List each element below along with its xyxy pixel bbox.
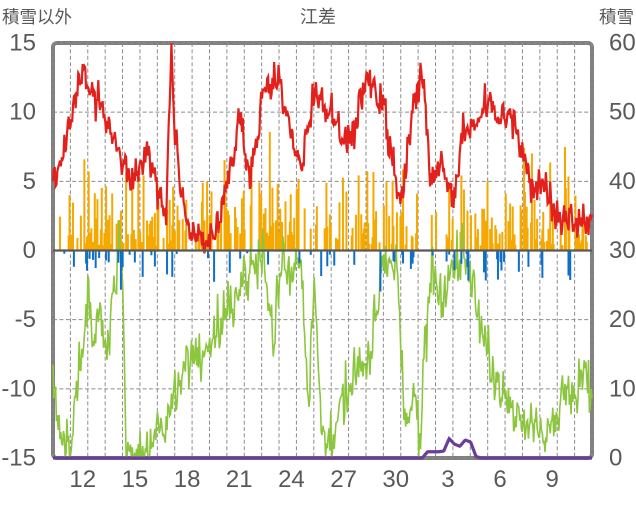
svg-text:15: 15 [9,30,36,57]
svg-text:12: 12 [69,466,96,493]
svg-text:50: 50 [609,99,636,126]
svg-text:21: 21 [226,466,253,493]
svg-text:60: 60 [609,30,636,57]
svg-text:0: 0 [23,237,36,264]
svg-text:10: 10 [609,375,636,402]
svg-text:24: 24 [278,466,305,493]
svg-text:3: 3 [441,466,454,493]
svg-text:6: 6 [493,466,506,493]
svg-text:27: 27 [330,466,357,493]
svg-text:30: 30 [382,466,409,493]
svg-text:40: 40 [609,168,636,195]
svg-text:0: 0 [609,445,622,472]
svg-text:20: 20 [609,306,636,333]
svg-text:30: 30 [609,237,636,264]
svg-text:15: 15 [122,466,149,493]
svg-text:9: 9 [546,466,559,493]
svg-text:-10: -10 [1,375,36,402]
svg-text:10: 10 [9,99,36,126]
svg-text:5: 5 [23,168,36,195]
svg-text:-5: -5 [15,306,36,333]
svg-text:18: 18 [174,466,201,493]
svg-text:-15: -15 [1,445,36,472]
